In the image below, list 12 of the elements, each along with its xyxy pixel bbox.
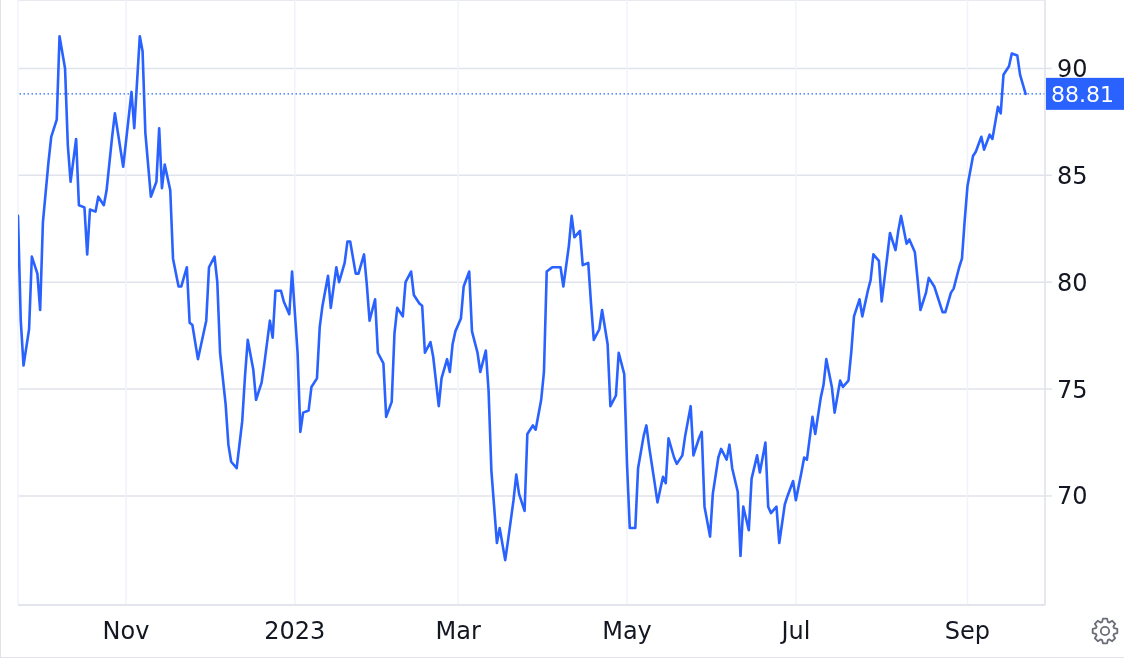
x-tick-label: 2023 xyxy=(264,617,326,646)
y-tick-label: 80 xyxy=(1057,268,1088,297)
y-tick-label: 90 xyxy=(1057,54,1088,83)
ref-line-label: 88.81 xyxy=(1051,81,1114,107)
y-tick-label: 75 xyxy=(1057,375,1088,404)
y-tick-label: 85 xyxy=(1057,161,1088,190)
x-tick-label: Jul xyxy=(779,617,811,646)
x-tick-label: Mar xyxy=(435,617,481,646)
x-tick-label: Sep xyxy=(944,617,991,646)
y-tick-label: 70 xyxy=(1057,482,1088,511)
x-tick-label: May xyxy=(602,617,652,646)
x-tick-label: Nov xyxy=(102,617,150,646)
